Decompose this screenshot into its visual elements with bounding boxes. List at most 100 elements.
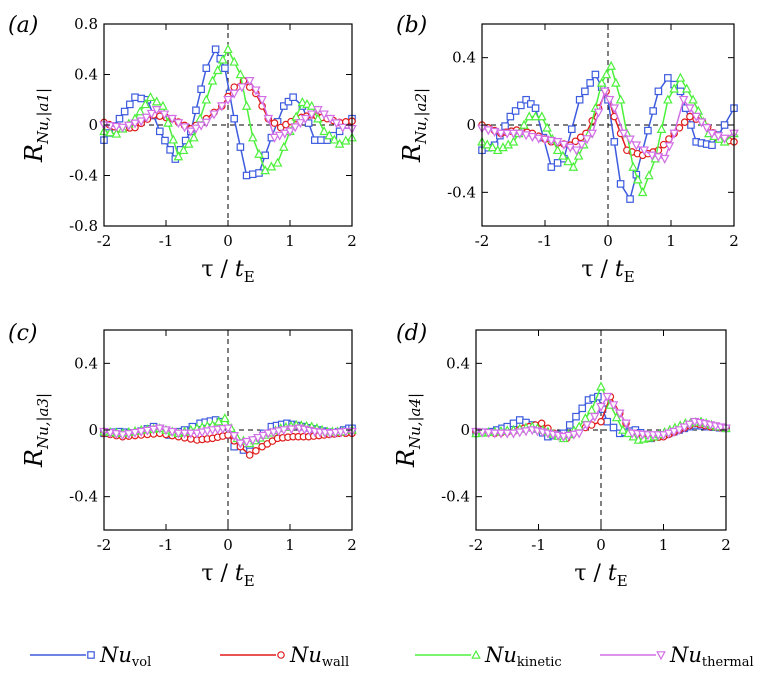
data-point-kinetic [272, 157, 283, 167]
data-point-kinetic [279, 141, 289, 151]
data-point-thermal [146, 109, 157, 119]
data-point-thermal [514, 428, 525, 438]
data-point-vol [511, 107, 520, 115]
data-point-thermal [691, 112, 701, 122]
data-point-kinetic [568, 161, 579, 171]
data-point-kinetic [675, 72, 686, 82]
data-point-vol [572, 412, 580, 421]
data-point-thermal [540, 135, 550, 145]
data-point-thermal [280, 129, 290, 139]
data-point-thermal [207, 426, 218, 436]
x-tick-label: 0 [603, 232, 613, 250]
data-point-vol [120, 107, 129, 116]
x-tick-label: 2 [721, 536, 731, 554]
data-point-thermal [201, 118, 212, 128]
data-point-vol [609, 423, 618, 432]
data-point-thermal [142, 426, 153, 436]
data-point-thermal [251, 86, 261, 96]
x-tick-label: 2 [729, 232, 739, 250]
legend-label: Nukinetic [484, 643, 562, 670]
y-tick-label: 0 [460, 421, 470, 439]
data-point-kinetic [105, 127, 115, 137]
data-point-vol [166, 146, 174, 154]
data-point-thermal [508, 129, 519, 139]
data-point-kinetic [254, 148, 264, 158]
data-point-thermal [285, 127, 295, 137]
data-point-thermal [313, 106, 323, 116]
data-point-kinetic [189, 132, 199, 142]
data-point-thermal [559, 140, 569, 150]
data-point-kinetic [135, 106, 145, 116]
data-point-kinetic [241, 100, 252, 110]
x-tick-label: 1 [659, 536, 669, 554]
y-tick-label: -0.4 [69, 488, 98, 506]
data-point-thermal [574, 429, 584, 439]
data-point-thermal [117, 431, 128, 441]
data-point-thermal [173, 429, 184, 439]
chart-panel-b: -2 -1 0 1 2 -0.4 0 0.4 (b) τ / tE RNu,|a2| [396, 13, 739, 286]
data-point-thermal [679, 423, 690, 433]
data-point-kinetic [140, 99, 151, 109]
data-point-thermal [477, 428, 488, 438]
data-point-thermal [136, 427, 146, 437]
data-point-vol [236, 143, 245, 151]
data-point-thermal [237, 83, 247, 93]
data-point-kinetic [552, 144, 563, 155]
data-point-thermal [546, 136, 557, 146]
x-tick-label: -1 [159, 232, 174, 250]
data-point-thermal [589, 412, 600, 422]
data-point-thermal [300, 114, 311, 124]
data-point-thermal [663, 429, 674, 439]
data-point-kinetic [611, 412, 622, 422]
data-point-thermal [268, 428, 279, 438]
data-point-vol [586, 79, 594, 87]
data-point-vol [156, 127, 164, 136]
data-point-thermal [678, 95, 689, 106]
data-point-thermal [618, 129, 629, 139]
data-point-kinetic [145, 91, 156, 102]
legend-item-wall: Nuwall [220, 643, 349, 670]
data-point-kinetic [596, 381, 606, 391]
data-point-vol [317, 136, 325, 144]
data-point-thermal [596, 402, 606, 412]
data-point-thermal [608, 401, 619, 411]
panel-label: (d) [396, 321, 427, 346]
data-point-thermal [631, 141, 642, 151]
x-axis-label: τ / tE [201, 257, 254, 286]
data-point-vol [249, 170, 257, 179]
x-tick-label: 1 [285, 232, 295, 250]
data-point-thermal [707, 129, 717, 139]
data-point-thermal [502, 429, 513, 439]
data-point-thermal [173, 119, 184, 129]
data-point-thermal [263, 429, 274, 439]
x-tick-label: 0 [596, 536, 606, 554]
data-point-kinetic [207, 75, 218, 85]
data-point-kinetic [573, 150, 584, 160]
data-point-thermal [273, 427, 284, 437]
data-point-thermal [335, 428, 346, 438]
data-point-thermal [713, 132, 724, 142]
x-tick-label: -1 [538, 232, 553, 250]
series-thermal [99, 77, 357, 143]
data-point-vol [522, 95, 530, 104]
data-point-kinetic [302, 98, 312, 108]
x-tick-label: 0 [223, 232, 233, 250]
data-point-vol [284, 97, 293, 106]
chart-panel-c: -2 -1 0 1 2 -0.4 0 0.4 (c) τ / tE RNu,|a3| [8, 321, 357, 590]
data-point-kinetic [688, 94, 698, 104]
data-point-thermal [130, 119, 140, 129]
legend-label: Nuvol [99, 643, 151, 670]
data-point-thermal [602, 392, 613, 402]
data-point-kinetic [611, 77, 621, 87]
data-point-thermal [257, 95, 267, 106]
data-point-thermal [664, 142, 675, 152]
data-point-thermal [235, 439, 246, 449]
data-point-thermal [600, 87, 610, 97]
data-point-thermal [496, 129, 506, 139]
data-point-thermal [701, 124, 712, 134]
data-point-vol [626, 195, 634, 203]
data-point-thermal [593, 108, 604, 118]
data-point-kinetic [220, 413, 230, 423]
y-axis-label: RNu,|a3| [20, 393, 52, 468]
